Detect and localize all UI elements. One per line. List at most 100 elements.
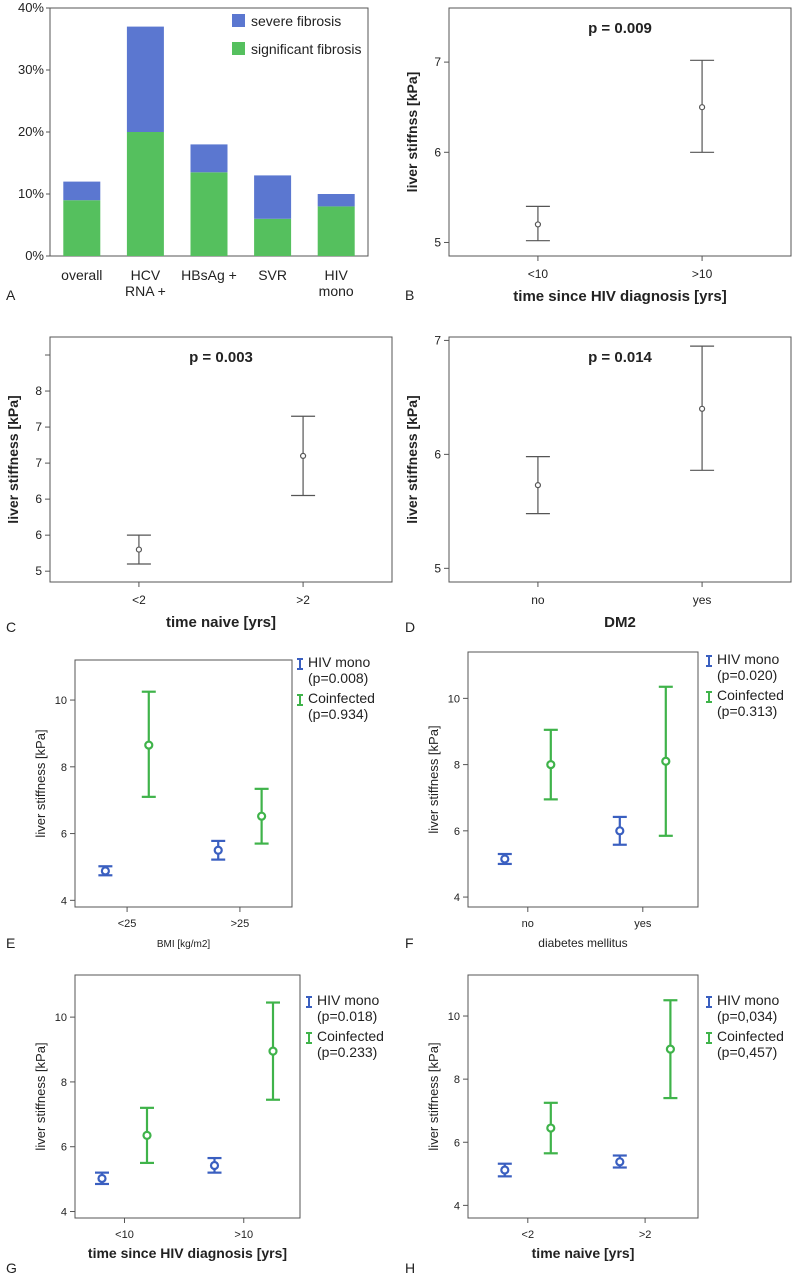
coinfected-error-bar-mean-point [661, 756, 671, 766]
y-tick-label: 10 [448, 693, 460, 705]
y-tick-label: 5 [35, 564, 42, 578]
hiv-mono-error-bar-mean-point [100, 866, 110, 876]
coinfected-error-bar-mean-point [142, 1130, 152, 1140]
y-tick-label: 5 [434, 235, 441, 249]
panel-letter: F [405, 935, 414, 951]
legend-p-value: (p=0.020) [717, 667, 777, 683]
legend-p-value: (p=0.008) [308, 670, 368, 686]
legend-p-value: (p=0.934) [308, 706, 368, 722]
y-tick-label: 7 [35, 420, 42, 434]
panel-f-frame [467, 651, 699, 908]
y-tick-label: 30% [18, 62, 44, 77]
x-tick-label: no [522, 918, 534, 930]
error-bar-mean-point [698, 405, 706, 412]
x-tick-label: <10 [528, 267, 549, 281]
y-tick-label: 7 [434, 333, 441, 347]
y-axis-label: liver stiffness [kPa] [33, 729, 48, 837]
panel-letter: B [405, 287, 414, 303]
y-tick-label: 10 [448, 1011, 460, 1023]
coinfected-error-bar-mean-point [144, 740, 154, 750]
hiv-mono-error-bar-mean-point [615, 826, 625, 836]
y-tick-label: 6 [61, 829, 67, 841]
panel-letter: A [6, 287, 16, 303]
y-tick-label: 4 [454, 892, 460, 904]
y-tick-label: 4 [61, 1207, 67, 1219]
p-value-title: p = 0.003 [189, 349, 253, 366]
panel-b-frame [448, 7, 792, 257]
y-tick-label: 0% [25, 248, 44, 263]
legend-p-value: (p=0.313) [717, 703, 777, 719]
legend-swatch-severe [232, 14, 245, 27]
legend-p-value: (p=0.233) [317, 1044, 377, 1060]
y-tick-label: 6 [434, 447, 441, 461]
legend-series-name: Coinfected [308, 690, 375, 706]
legend-series-name: HIV mono [717, 992, 779, 1008]
legend-series-name: HIV mono [717, 651, 779, 667]
x-tick-label: overall [61, 267, 102, 283]
error-bar-mean-point [534, 221, 542, 228]
panel-letter: G [6, 1260, 17, 1276]
x-tick-label: <2 [522, 1229, 535, 1241]
legend-label: significant fibrosis [251, 41, 362, 57]
bar-severe-fibrosis [63, 181, 101, 201]
legend-series-name: Coinfected [317, 1028, 384, 1044]
y-tick-label: 6 [454, 1137, 460, 1149]
error-bar-mean-point [135, 546, 143, 553]
error-bar-mean-point [299, 452, 307, 459]
x-tick-label: >2 [296, 593, 310, 607]
hiv-mono-error-bar-mean-point [500, 1165, 510, 1175]
y-tick-label: 10 [55, 695, 67, 707]
x-tick-label: <25 [118, 918, 137, 930]
x-axis-label: time since HIV diagnosis [yrs] [88, 1245, 287, 1261]
y-axis-label: liver stiffness [kPa] [33, 1042, 48, 1150]
y-axis-label: liver stiffness [kPa] [404, 395, 420, 523]
coinfected-error-bar-mean-point [546, 1123, 556, 1133]
x-axis-label: BMI [kg/m2] [157, 939, 211, 950]
y-tick-label: 10 [55, 1012, 67, 1024]
legend-series-name: Coinfected [717, 687, 784, 703]
bar-significant-fibrosis [254, 218, 292, 256]
y-axis-label: liver stiffness [kPa] [426, 1042, 441, 1150]
x-tick-label: HBsAg + [181, 267, 237, 283]
y-axis-label: liver stiffness [kPa] [5, 395, 21, 523]
y-tick-label: 6 [35, 528, 42, 542]
y-axis-label: liver stiffnss [kPa] [404, 72, 420, 193]
legend-p-value: (p=0.018) [317, 1008, 377, 1024]
panel-h-frame [467, 974, 699, 1219]
legend-p-value: (p=0,034) [717, 1008, 777, 1024]
legend-p-value: (p=0,457) [717, 1044, 777, 1060]
y-tick-label: 6 [61, 1142, 67, 1154]
hiv-mono-error-bar-mean-point [213, 845, 223, 855]
hiv-mono-error-bar-mean-point [209, 1160, 220, 1171]
error-bar-mean-point [534, 482, 542, 489]
panel-letter: H [405, 1260, 415, 1276]
bar-severe-fibrosis [126, 26, 164, 133]
bar-significant-fibrosis [126, 132, 164, 256]
hiv-mono-error-bar-mean-point [500, 854, 510, 864]
bar-significant-fibrosis [190, 172, 228, 256]
legend-label: severe fibrosis [251, 13, 341, 29]
legend-series-name: HIV mono [317, 992, 379, 1008]
panel-d-frame [448, 336, 792, 583]
y-tick-label: 6 [35, 492, 42, 506]
y-tick-label: 7 [35, 456, 42, 470]
y-tick-label: 10% [18, 186, 44, 201]
coinfected-error-bar-mean-point [268, 1046, 278, 1056]
x-axis-label: time naive [yrs] [166, 614, 276, 631]
legend-series-name: Coinfected [717, 1028, 784, 1044]
x-tick-label: yes [634, 918, 652, 930]
x-tick-label: no [531, 593, 545, 607]
panel-letter: E [6, 935, 15, 951]
coinfected-error-bar-mean-point [546, 759, 556, 770]
bar-significant-fibrosis [63, 200, 101, 256]
coinfected-error-bar-mean-point [257, 811, 267, 821]
x-tick-label: >10 [234, 1229, 253, 1241]
y-tick-label: 20% [18, 124, 44, 139]
panel-letter: C [6, 619, 16, 635]
y-tick-label: 4 [61, 895, 67, 907]
x-axis-label: time naive [yrs] [532, 1245, 635, 1261]
y-tick-label: 6 [434, 145, 441, 159]
p-value-title: p = 0.009 [588, 20, 652, 37]
y-tick-label: 4 [454, 1200, 460, 1212]
hiv-mono-error-bar-mean-point [97, 1173, 107, 1184]
